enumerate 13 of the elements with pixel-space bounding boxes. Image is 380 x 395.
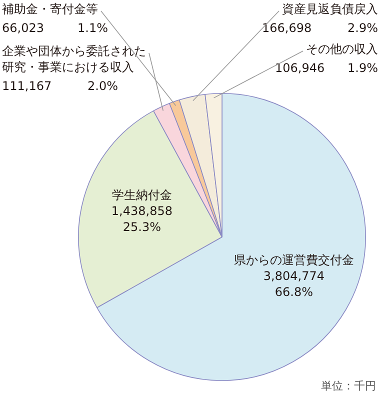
text: 66,023 1.1%	[2, 21, 108, 36]
slice-label: 県からの運営費交付金	[234, 253, 354, 268]
slice-label: 資産見返負債戻入	[282, 2, 378, 16]
text: 166,698 2.9%	[262, 21, 378, 36]
slice-label: その他の収入	[306, 42, 378, 56]
text: 111,167 2.0%	[2, 79, 118, 94]
slice-label: 学生納付金	[112, 188, 172, 202]
data-label: 1,438,858 25.3%	[111, 204, 172, 234]
slice-label: 補助金・寄付金等	[2, 2, 98, 16]
text: 106,946 1.9%	[275, 61, 378, 76]
data-label: 3,804,774 66.8%	[263, 269, 324, 300]
text: 単位：千円	[321, 379, 376, 392]
slice-label: 企業や団体から委託された研究・事業における収入	[2, 44, 146, 74]
